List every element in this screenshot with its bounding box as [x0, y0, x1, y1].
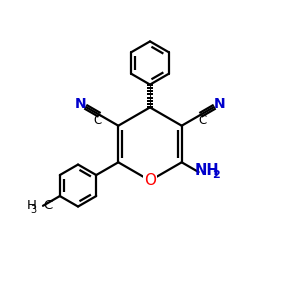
Text: 2: 2 — [212, 170, 220, 180]
Text: O: O — [144, 173, 156, 188]
Text: C: C — [199, 114, 207, 128]
Text: N: N — [75, 97, 87, 111]
Text: N: N — [213, 97, 225, 111]
Text: NH: NH — [195, 163, 219, 178]
Text: H: H — [26, 199, 36, 212]
Text: 3: 3 — [30, 205, 36, 215]
Text: C: C — [93, 114, 101, 128]
Text: C: C — [43, 199, 52, 212]
